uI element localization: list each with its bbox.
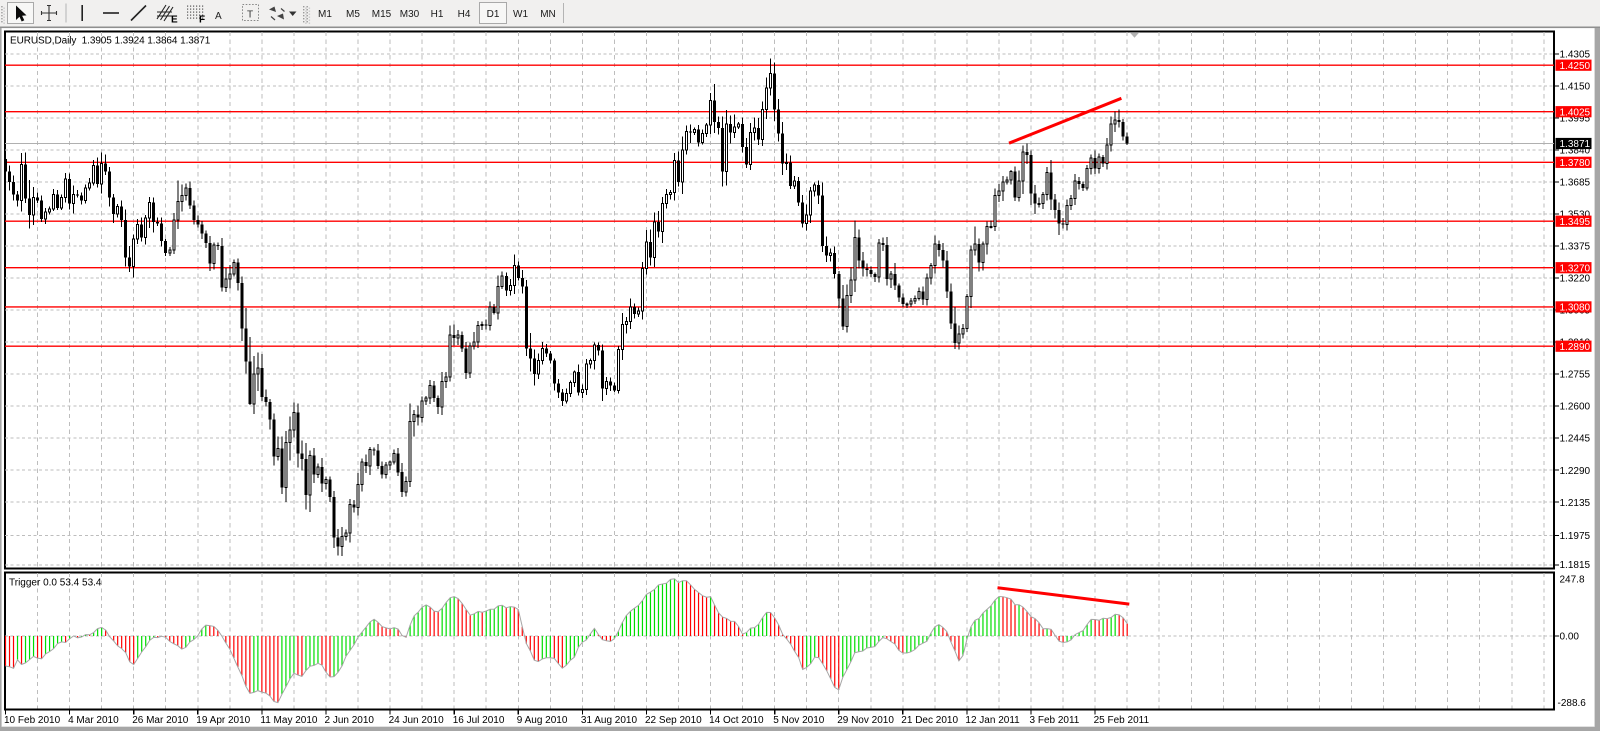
svg-text:1.2890: 1.2890 bbox=[1560, 342, 1591, 353]
svg-text:-288.6: -288.6 bbox=[1558, 698, 1587, 709]
svg-text:A: A bbox=[215, 11, 222, 22]
svg-text:Trigger 0.0 53.4 53.4: Trigger 0.0 53.4 53.4 bbox=[9, 578, 102, 589]
svg-text:M5: M5 bbox=[346, 9, 360, 20]
svg-text:19 Apr 2010: 19 Apr 2010 bbox=[196, 715, 250, 726]
svg-text:1.1815: 1.1815 bbox=[1560, 560, 1591, 571]
svg-text:14 Oct 2010: 14 Oct 2010 bbox=[709, 715, 764, 726]
svg-text:0.00: 0.00 bbox=[1560, 632, 1580, 643]
svg-text:1.3685: 1.3685 bbox=[1560, 178, 1591, 189]
svg-text:1.3270: 1.3270 bbox=[1560, 263, 1591, 274]
svg-text:247.8: 247.8 bbox=[1560, 574, 1585, 585]
svg-text:31 Aug 2010: 31 Aug 2010 bbox=[581, 715, 638, 726]
svg-text:2 Jun 2010: 2 Jun 2010 bbox=[325, 715, 375, 726]
svg-text:9 Aug 2010: 9 Aug 2010 bbox=[517, 715, 568, 726]
svg-text:1.2755: 1.2755 bbox=[1560, 370, 1591, 381]
svg-text:W1: W1 bbox=[513, 9, 528, 20]
svg-text:1.4250: 1.4250 bbox=[1560, 61, 1591, 72]
svg-text:T: T bbox=[247, 10, 253, 21]
svg-text:E: E bbox=[171, 15, 178, 26]
svg-text:1.3840: 1.3840 bbox=[1560, 146, 1591, 157]
svg-text:25 Feb 2011: 25 Feb 2011 bbox=[1094, 715, 1150, 726]
svg-text:29 Nov 2010: 29 Nov 2010 bbox=[837, 715, 894, 726]
svg-text:1.3220: 1.3220 bbox=[1560, 274, 1591, 285]
svg-text:26 Mar 2010: 26 Mar 2010 bbox=[132, 715, 189, 726]
svg-text:10 Feb 2010: 10 Feb 2010 bbox=[4, 715, 61, 726]
svg-text:H4: H4 bbox=[458, 9, 471, 20]
svg-text:4 Mar 2010: 4 Mar 2010 bbox=[68, 715, 119, 726]
svg-text:1.3995: 1.3995 bbox=[1560, 114, 1591, 125]
svg-text:1.3780: 1.3780 bbox=[1560, 158, 1591, 169]
svg-text:D1: D1 bbox=[487, 9, 500, 20]
svg-text:24 Jun 2010: 24 Jun 2010 bbox=[389, 715, 444, 726]
svg-text:1.2290: 1.2290 bbox=[1560, 466, 1591, 477]
svg-text:3 Feb 2011: 3 Feb 2011 bbox=[1030, 715, 1080, 726]
svg-text:MN: MN bbox=[540, 9, 556, 20]
svg-text:1.3080: 1.3080 bbox=[1560, 303, 1591, 314]
svg-text:M15: M15 bbox=[372, 9, 392, 20]
svg-text:1.2135: 1.2135 bbox=[1560, 498, 1591, 509]
svg-text:F: F bbox=[199, 15, 205, 26]
svg-text:12 Jan 2011: 12 Jan 2011 bbox=[965, 715, 1020, 726]
svg-text:1.2445: 1.2445 bbox=[1560, 434, 1591, 445]
svg-text:1.3375: 1.3375 bbox=[1560, 242, 1591, 253]
svg-text:22 Sep 2010: 22 Sep 2010 bbox=[645, 715, 702, 726]
svg-text:1.4305: 1.4305 bbox=[1560, 49, 1591, 60]
svg-text:21 Dec 2010: 21 Dec 2010 bbox=[901, 715, 958, 726]
svg-text:1.3495: 1.3495 bbox=[1560, 217, 1591, 228]
svg-text:H1: H1 bbox=[431, 9, 444, 20]
svg-text:1.4025: 1.4025 bbox=[1560, 107, 1591, 118]
svg-text:1.4150: 1.4150 bbox=[1560, 82, 1591, 93]
svg-text:M30: M30 bbox=[400, 9, 420, 20]
svg-text:16 Jul 2010: 16 Jul 2010 bbox=[453, 715, 505, 726]
svg-text:1.2600: 1.2600 bbox=[1560, 402, 1591, 413]
svg-text:5 Nov 2010: 5 Nov 2010 bbox=[773, 715, 825, 726]
svg-text:1.3871: 1.3871 bbox=[1560, 139, 1591, 150]
svg-text:1.1975: 1.1975 bbox=[1560, 531, 1591, 542]
svg-text:EURUSD,Daily 1.3905 1.3924 1.: EURUSD,Daily 1.3905 1.3924 1.3864 1.3871 bbox=[10, 35, 211, 46]
svg-text:M1: M1 bbox=[318, 9, 332, 20]
svg-text:11 May 2010: 11 May 2010 bbox=[260, 715, 318, 726]
svg-text:1.3530: 1.3530 bbox=[1560, 210, 1591, 221]
